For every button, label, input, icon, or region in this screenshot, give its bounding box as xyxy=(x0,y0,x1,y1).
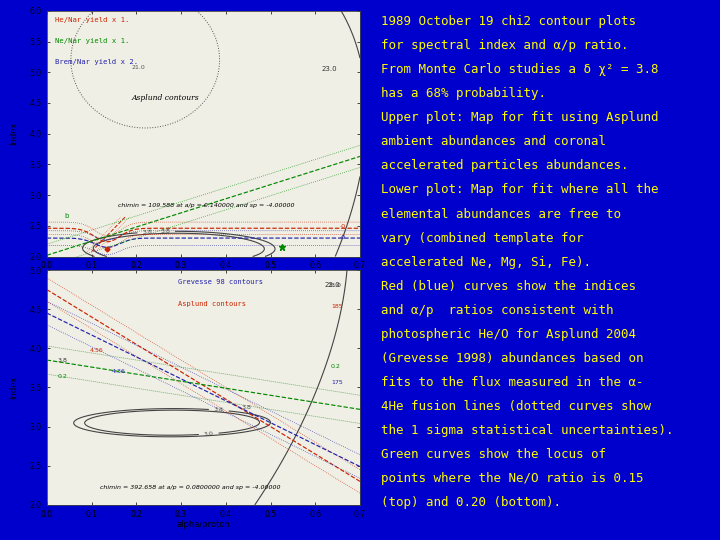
Text: 185: 185 xyxy=(331,303,343,308)
Text: vary (combined template for: vary (combined template for xyxy=(381,232,583,245)
Text: fits to the flux measured in the α-: fits to the flux measured in the α- xyxy=(381,376,644,389)
Text: Asplund contours: Asplund contours xyxy=(179,301,246,307)
Text: 3.8: 3.8 xyxy=(241,406,251,410)
Text: 0.2: 0.2 xyxy=(331,364,341,369)
Text: 23.0: 23.0 xyxy=(324,282,340,288)
Text: chimin = 109.588 at a/p = 0.140000 and sp = -4.00000: chimin = 109.588 at a/p = 0.140000 and s… xyxy=(118,204,295,208)
Text: 4.36: 4.36 xyxy=(112,369,125,374)
Text: 0.2: 0.2 xyxy=(58,374,68,379)
Text: b: b xyxy=(65,213,69,219)
Text: has a 68% probability.: has a 68% probability. xyxy=(381,87,546,100)
Text: He/Nar yield x 1.: He/Nar yield x 1. xyxy=(55,17,129,23)
Text: Brem/Nar yield x 2.: Brem/Nar yield x 2. xyxy=(55,59,138,65)
Text: -0: -0 xyxy=(340,224,346,228)
Text: for spectral index and α/p ratio.: for spectral index and α/p ratio. xyxy=(381,39,629,52)
Text: Grevesse 98 contours: Grevesse 98 contours xyxy=(179,279,264,286)
X-axis label: alpha/proton: alpha/proton xyxy=(176,272,230,281)
Text: the 1 sigma statistical uncertainties).: the 1 sigma statistical uncertainties). xyxy=(381,424,674,437)
Text: 4He fusion lines (dotted curves show: 4He fusion lines (dotted curves show xyxy=(381,400,651,413)
Text: From Monte Carlo studies a δ χ² = 3.8: From Monte Carlo studies a δ χ² = 3.8 xyxy=(381,63,659,76)
Text: Asplund contours: Asplund contours xyxy=(132,94,199,102)
Text: 3.0: 3.0 xyxy=(204,431,214,437)
Text: 21.0: 21.0 xyxy=(132,65,145,70)
Text: chimin = 392.658 at a/p = 0.0800000 and sp = -4.00000: chimin = 392.658 at a/p = 0.0800000 and … xyxy=(101,485,281,490)
Y-axis label: Index: Index xyxy=(9,376,19,399)
Text: -0: -0 xyxy=(340,235,346,240)
Text: 4.56: 4.56 xyxy=(89,348,103,353)
Text: points where the Ne/O ratio is 0.15: points where the Ne/O ratio is 0.15 xyxy=(381,472,644,485)
Text: Green curves show the locus of: Green curves show the locus of xyxy=(381,448,606,461)
Text: (Grevesse 1998) abundances based on: (Grevesse 1998) abundances based on xyxy=(381,352,644,365)
Text: 3.8: 3.8 xyxy=(58,359,68,363)
Text: Red (blue) curves show the indices: Red (blue) curves show the indices xyxy=(381,280,636,293)
Text: Ne/Nar yield x 1.: Ne/Nar yield x 1. xyxy=(55,38,129,44)
Text: 3.8: 3.8 xyxy=(160,229,170,234)
Text: accelerated Ne, Mg, Si, Fe).: accelerated Ne, Mg, Si, Fe). xyxy=(381,256,591,269)
Text: Lower plot: Map for fit where all the: Lower plot: Map for fit where all the xyxy=(381,184,659,197)
Text: and α/p  ratios consistent with: and α/p ratios consistent with xyxy=(381,304,613,317)
Text: 3.8: 3.8 xyxy=(143,230,153,235)
Text: accelerated particles abundances.: accelerated particles abundances. xyxy=(381,159,629,172)
Text: 3.8: 3.8 xyxy=(214,407,224,413)
X-axis label: alpha/proton: alpha/proton xyxy=(176,520,230,529)
Text: 23.0: 23.0 xyxy=(322,66,338,72)
Text: 1989 October 19 chi2 contour plots: 1989 October 19 chi2 contour plots xyxy=(381,15,636,28)
Y-axis label: Index: Index xyxy=(9,122,19,145)
Text: 175: 175 xyxy=(331,380,343,384)
Text: 23.0: 23.0 xyxy=(328,283,342,288)
Text: (top) and 0.20 (bottom).: (top) and 0.20 (bottom). xyxy=(381,496,561,510)
Text: elemental abundances are free to: elemental abundances are free to xyxy=(381,207,621,220)
Text: ambient abundances and coronal: ambient abundances and coronal xyxy=(381,136,606,148)
Text: photospheric He/O for Asplund 2004: photospheric He/O for Asplund 2004 xyxy=(381,328,636,341)
Text: Upper plot: Map for fit using Asplund: Upper plot: Map for fit using Asplund xyxy=(381,111,659,124)
